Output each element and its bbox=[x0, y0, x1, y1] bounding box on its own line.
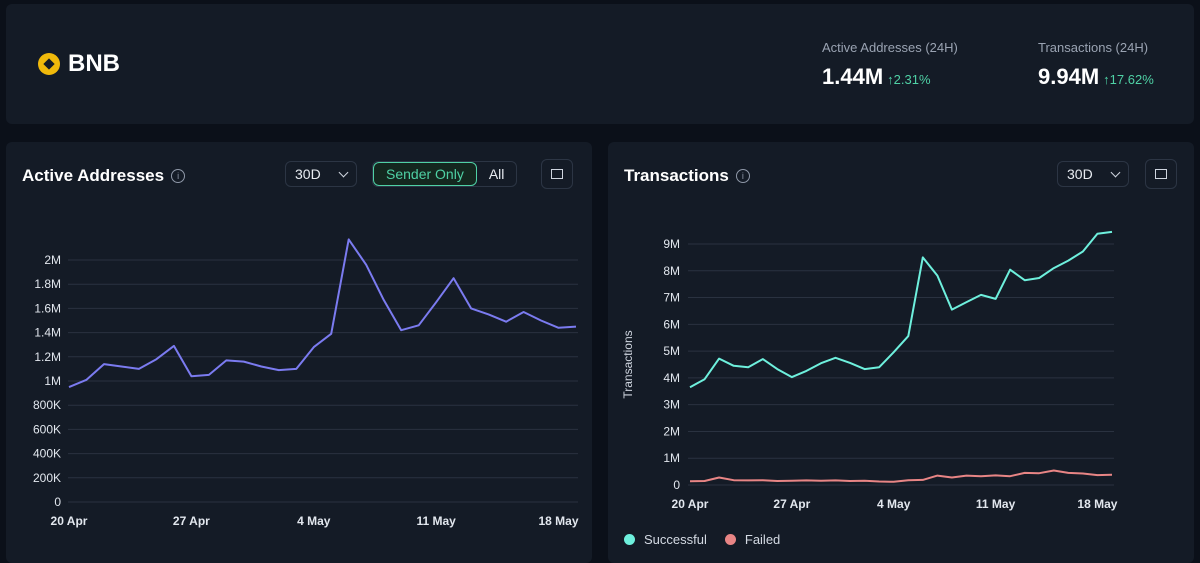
range-select[interactable]: 30D bbox=[285, 161, 357, 187]
stat-label: Active Addresses (24H) bbox=[822, 40, 958, 55]
y-tick-label: 7M bbox=[663, 291, 680, 305]
stat-label: Transactions (24H) bbox=[1038, 40, 1149, 55]
x-tick-label: 11 May bbox=[976, 497, 1016, 511]
y-tick-label: 800K bbox=[33, 398, 61, 412]
y-tick-label: 0 bbox=[673, 478, 680, 492]
y-tick-label: 1.6M bbox=[34, 301, 61, 315]
stat-value: 1.44M bbox=[822, 64, 884, 89]
y-tick-label: 1.4M bbox=[34, 326, 61, 340]
y-tick-label: 1.2M bbox=[34, 350, 61, 364]
x-tick-label: 20 Apr bbox=[672, 497, 709, 511]
y-tick-label: 8M bbox=[663, 264, 680, 278]
y-tick-label: 0 bbox=[54, 495, 61, 509]
coin-label: BNB bbox=[38, 50, 120, 78]
y-tick-label: 600K bbox=[33, 422, 61, 436]
series-line-0[interactable] bbox=[68, 238, 577, 389]
card-title: Active Addresses i bbox=[22, 166, 186, 186]
y-tick-label: 200K bbox=[33, 471, 61, 485]
range-select[interactable]: 30D bbox=[1057, 161, 1129, 187]
x-tick-label: 11 May bbox=[416, 514, 456, 528]
x-tick-label: 4 May bbox=[297, 514, 331, 528]
y-tick-label: 400K bbox=[33, 447, 61, 461]
overview-header: BNB Active Addresses (24H) 1.44M ↑2.31% … bbox=[6, 4, 1194, 124]
legend-label: Successful bbox=[644, 532, 707, 547]
y-tick-label: 3M bbox=[663, 398, 680, 412]
stat-active-addresses: Active Addresses (24H) 1.44M ↑2.31% bbox=[822, 40, 958, 90]
active-addresses-chart: 0 200K 400K 600K 800K 1M 1.2M 1.4M 1.6M 1.8M 2M 20 … bbox=[33, 238, 579, 528]
range-select-value: 30D bbox=[295, 166, 321, 182]
series-line-successful[interactable] bbox=[689, 230, 1113, 389]
chart-legend: Successful Failed bbox=[624, 532, 798, 547]
legend-item-successful[interactable]: Successful bbox=[624, 532, 707, 547]
arrow-up-icon: ↑ bbox=[1103, 72, 1110, 87]
x-tick-label: 4 May bbox=[877, 497, 911, 511]
toggle-all[interactable]: All bbox=[488, 166, 505, 182]
card-title: Transactions i bbox=[624, 166, 750, 186]
stat-transactions: Transactions (24H) 9.94M ↑17.62% bbox=[1038, 40, 1154, 90]
transactions-chart: 0 1M 2M 3M 4M 5M 6M 7M 8M 9M 20 Apr 27 Apr 4 May 11 M… bbox=[621, 230, 1118, 511]
stat-change-badge: ↑17.62% bbox=[1103, 72, 1154, 87]
series-line-failed[interactable] bbox=[689, 469, 1113, 483]
card-title-text: Transactions bbox=[624, 166, 729, 185]
x-tick-label: 20 Apr bbox=[51, 514, 88, 528]
legend-dot bbox=[624, 534, 635, 545]
x-tick-label: 18 May bbox=[539, 514, 579, 528]
stat-change-value: 17.62% bbox=[1109, 72, 1154, 87]
info-icon[interactable]: i bbox=[735, 169, 750, 183]
y-tick-label: 2M bbox=[44, 253, 61, 267]
x-tick-label: 18 May bbox=[1077, 497, 1117, 511]
y-tick-label: 9M bbox=[663, 237, 680, 251]
y-tick-label: 6M bbox=[663, 317, 680, 331]
range-select-value: 30D bbox=[1067, 166, 1093, 182]
fullscreen-button[interactable] bbox=[541, 159, 573, 189]
y-tick-label: 1M bbox=[44, 374, 61, 388]
address-type-toggle: Sender Only All bbox=[372, 161, 518, 187]
y-tick-label: 1.8M bbox=[34, 277, 61, 291]
y-tick-label: 2M bbox=[663, 424, 680, 438]
arrow-up-icon: ↑ bbox=[887, 72, 894, 87]
y-tick-label: 5M bbox=[663, 344, 680, 358]
fullscreen-button[interactable] bbox=[1145, 159, 1177, 189]
y-tick-label: 1M bbox=[663, 451, 680, 465]
active-addresses-card: Active Addresses i 30D Sender Only All 0… bbox=[6, 142, 592, 563]
transactions-card: Transactions i 30D 0 1M 2M 3M 4M 5M 6M 7M 8M 9M 20… bbox=[608, 142, 1194, 563]
coin-name: BNB bbox=[68, 50, 120, 77]
legend-label: Failed bbox=[744, 532, 781, 547]
legend-item-failed[interactable]: Failed bbox=[724, 532, 781, 547]
expand-icon bbox=[551, 169, 557, 175]
bnb-logo-icon bbox=[38, 53, 60, 75]
stat-change-value: 2.31% bbox=[893, 72, 931, 87]
y-tick-label: 4M bbox=[663, 371, 680, 385]
card-title-text: Active Addresses bbox=[22, 166, 165, 185]
stat-value: 9.94M bbox=[1038, 64, 1100, 89]
x-tick-label: 27 Apr bbox=[773, 497, 810, 511]
stat-change-badge: ↑2.31% bbox=[887, 72, 930, 87]
y-axis-label: Transactions bbox=[621, 330, 635, 398]
legend-dot bbox=[724, 534, 736, 545]
toggle-sender-only[interactable]: Sender Only bbox=[373, 162, 477, 186]
x-tick-label: 27 Apr bbox=[173, 514, 210, 528]
info-icon[interactable]: i bbox=[171, 169, 186, 183]
expand-icon bbox=[1155, 169, 1161, 175]
